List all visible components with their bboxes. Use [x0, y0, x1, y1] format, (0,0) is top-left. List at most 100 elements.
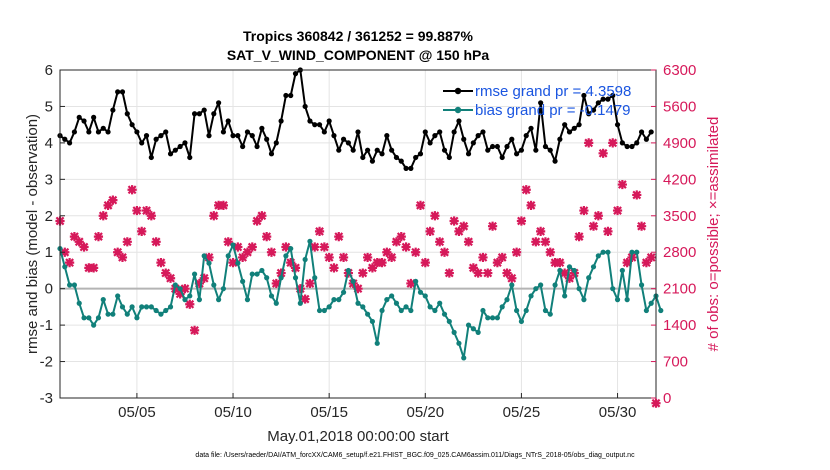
- bias-point: [489, 315, 496, 321]
- rmse-point: [158, 133, 164, 139]
- bias-point: [533, 286, 539, 292]
- rmse-point: [336, 147, 342, 153]
- bias-point: [634, 249, 640, 255]
- bias-point: [134, 315, 140, 321]
- assimilated-obs-series: [55, 138, 661, 408]
- bias-point: [216, 297, 222, 303]
- rmse-point: [67, 140, 73, 146]
- rmse-point: [259, 125, 265, 131]
- bias-point: [95, 315, 102, 321]
- bias-point: [249, 271, 255, 277]
- assimilated-obs-point: [401, 242, 411, 252]
- y-tick-label-right: 5600: [663, 98, 696, 115]
- bias-point: [211, 282, 217, 288]
- assimilated-obs-point: [223, 237, 233, 247]
- rmse-point: [201, 107, 207, 113]
- assimilated-obs-point: [65, 258, 75, 268]
- rmse-point: [509, 136, 515, 142]
- rmse-point: [413, 154, 419, 161]
- rmse-point: [312, 122, 318, 128]
- bias-point: [119, 304, 126, 310]
- rmse-point: [119, 89, 126, 95]
- y-tick-label-left: -1: [40, 317, 53, 334]
- rmse-point: [76, 114, 82, 120]
- bias-point: [67, 282, 73, 288]
- bias-point: [71, 282, 78, 288]
- assimilated-obs-point: [516, 216, 527, 226]
- bias-point: [403, 304, 409, 310]
- rmse-point: [389, 147, 395, 153]
- assimilated-obs-point: [276, 268, 286, 278]
- rmse-point: [547, 147, 553, 153]
- rmse-point: [581, 92, 587, 99]
- rmse-point: [340, 136, 347, 142]
- bias-point: [321, 307, 327, 314]
- assimilated-obs-point: [132, 205, 142, 216]
- bias-point: [148, 304, 154, 310]
- assimilated-obs-point: [122, 237, 132, 247]
- assimilated-obs-point: [300, 294, 310, 304]
- rmse-point: [634, 140, 640, 146]
- assimilated-obs-point: [113, 247, 123, 257]
- assimilated-obs-point: [242, 247, 253, 257]
- rmse-point: [283, 92, 289, 99]
- bias-point: [456, 340, 462, 346]
- rmse-point: [485, 147, 491, 153]
- y-tick-label-right: 700: [663, 354, 688, 371]
- bias-point: [518, 318, 525, 325]
- assimilated-obs-point: [593, 211, 603, 221]
- bias-point: [153, 307, 159, 314]
- x-axis: 05/05 05/10 05/15 05/20 05/25 05/30: [118, 393, 636, 421]
- rmse-point: [292, 71, 299, 77]
- bias-point: [417, 289, 424, 295]
- footnote: data file: /Users/raeder/DAI/ATM_forcXX/…: [195, 452, 635, 459]
- assimilated-obs-point: [512, 247, 522, 257]
- rmse-point: [167, 151, 174, 157]
- rmse-point: [480, 129, 486, 135]
- y-tick-label-left: 1: [45, 244, 53, 261]
- bias-point: [552, 282, 558, 288]
- assimilated-obs-point: [507, 273, 517, 283]
- bias-point: [586, 275, 592, 281]
- bias-point: [446, 318, 452, 325]
- bias-point: [158, 311, 164, 317]
- assimilated-obs-point: [204, 252, 214, 263]
- bias-point: [624, 297, 630, 303]
- x-tick-label: 05/20: [407, 404, 445, 421]
- rmse-point: [216, 100, 222, 106]
- bias-point: [485, 315, 491, 321]
- bias-point: [562, 293, 568, 299]
- rmse-point: [638, 129, 645, 135]
- bias-point: [451, 329, 457, 335]
- assimilated-obs-point: [334, 232, 344, 242]
- rmse-point: [288, 92, 294, 99]
- assimilated-obs-point: [290, 263, 301, 273]
- rmse-point: [446, 154, 452, 161]
- y-tick-label-left: 6: [45, 62, 53, 79]
- y-tick-label-left: 0: [45, 281, 53, 298]
- chart-subtitle: SAT_V_WIND_COMPONENT @ 150 hPa: [227, 47, 490, 63]
- assimilated-obs-point: [146, 211, 156, 221]
- assimilated-obs-point: [463, 237, 474, 247]
- rmse-point: [134, 129, 140, 135]
- rmse-point: [557, 136, 563, 142]
- x-tick-label: 05/15: [310, 404, 348, 421]
- bias-point: [254, 271, 260, 277]
- assimilated-obs-point: [454, 226, 464, 236]
- assimilated-obs-point: [574, 232, 584, 242]
- y-axis-left: -3 -2 -1 0 1 2 3 4 5 6: [40, 62, 65, 407]
- assimilated-obs-point: [411, 247, 421, 257]
- assimilated-obs-point: [415, 200, 426, 210]
- assimilated-obs-point: [319, 242, 329, 252]
- rmse-point: [624, 143, 630, 150]
- bias-point: [312, 275, 318, 281]
- rmse-point: [307, 118, 313, 124]
- rmse-point: [629, 143, 635, 150]
- assimilated-obs-point: [165, 273, 176, 283]
- rmse-point: [86, 129, 92, 135]
- bias-point: [86, 315, 92, 321]
- bias-point: [432, 307, 438, 314]
- rmse-point: [143, 133, 150, 139]
- rmse-point: [254, 143, 260, 150]
- rmse-point: [191, 111, 198, 117]
